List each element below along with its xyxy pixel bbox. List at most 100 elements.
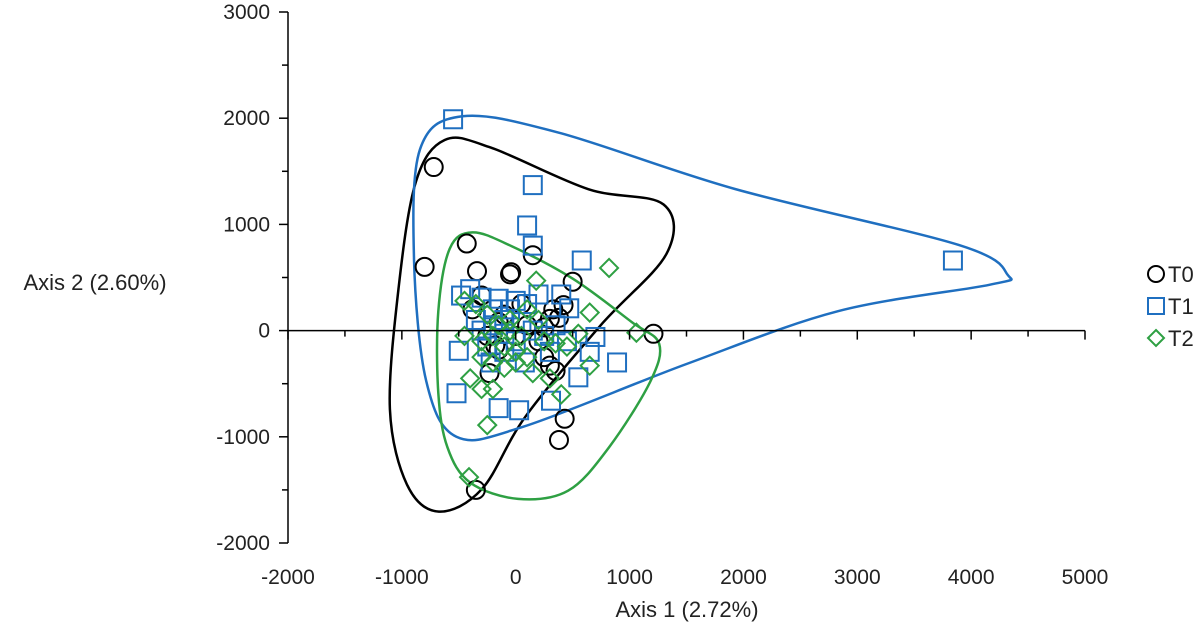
data-point-t0	[643, 323, 664, 344]
hull-t0	[388, 136, 676, 513]
data-point-t2	[482, 325, 504, 347]
legend-item-t0: T0	[1147, 262, 1194, 287]
data-point-t2	[625, 322, 647, 344]
data-point-t1	[446, 383, 467, 404]
data-point-t2	[458, 466, 480, 488]
data-point-t2	[471, 346, 492, 368]
y-axis-ticks: 3000 2000 1000 0 -1000 -2000	[216, 1, 288, 555]
y-tick-label: 0	[258, 320, 270, 343]
data-point-t2	[533, 330, 555, 352]
data-point-t2	[528, 309, 549, 331]
series-t2	[454, 257, 647, 488]
y-axis-title: Axis 2 (2.60%)	[23, 270, 166, 295]
cluster-hulls	[388, 114, 1013, 513]
x-tick-label: 0	[510, 566, 522, 589]
data-point-t2	[522, 362, 544, 384]
series-t1	[443, 109, 963, 421]
data-point-t1	[488, 398, 509, 419]
x-tick-label: 5000	[1062, 566, 1109, 589]
data-point-t1	[522, 235, 543, 256]
data-point-t2	[482, 378, 504, 400]
data-point-t0	[553, 295, 574, 316]
legend-label: T2	[1168, 326, 1194, 351]
y-tick-label: 3000	[223, 1, 270, 24]
data-point-t1	[571, 250, 592, 271]
x-tick-label: 4000	[948, 566, 995, 589]
data-point-t1	[509, 400, 530, 421]
data-point-t2	[499, 320, 521, 342]
data-point-t2	[539, 367, 561, 389]
x-tick-label: -2000	[261, 566, 315, 589]
data-point-t1	[585, 326, 606, 347]
data-point-t0	[548, 429, 569, 450]
x-tick-label: -1000	[375, 566, 429, 589]
legend-marker-t2	[1146, 328, 1166, 348]
data-point-t2	[482, 352, 504, 373]
data-point-t2	[499, 309, 521, 331]
data-point-t2	[516, 298, 538, 320]
x-tick-label: 2000	[720, 566, 767, 589]
data-point-t1	[451, 285, 472, 306]
data-point-t1	[568, 367, 589, 388]
data-point-t1	[528, 284, 549, 305]
data-point-t2	[493, 336, 515, 357]
data-point-t2	[459, 367, 481, 389]
data-point-t2	[476, 304, 498, 326]
data-point-t2	[525, 270, 547, 292]
hull-t1	[412, 114, 1013, 442]
hull-t2	[435, 231, 662, 501]
y-tick-label: 2000	[223, 107, 270, 130]
data-point-t0	[545, 360, 566, 381]
data-point-t2	[545, 332, 566, 354]
data-point-t1	[448, 340, 469, 361]
data-point-t2	[471, 378, 492, 400]
data-point-t1	[522, 175, 543, 196]
data-point-t2	[556, 336, 578, 357]
axes: -2000 -1000 0 1000 2000 3000 4000 5000 3000 2000…	[216, 1, 1108, 589]
data-point-t0	[500, 264, 521, 285]
data-point-t1	[579, 341, 600, 362]
data-point-t0	[423, 157, 444, 178]
data-point-t2	[505, 341, 527, 363]
data-point-t2	[471, 330, 492, 352]
data-point-t2	[465, 293, 487, 315]
data-point-t0	[539, 355, 560, 376]
data-point-t2	[598, 257, 620, 279]
data-point-t2	[454, 290, 475, 312]
x-axis-ticks: -2000 -1000 0 1000 2000 3000 4000 5000	[261, 330, 1109, 589]
data-point-t2	[505, 352, 527, 373]
y-tick-label: 1000	[223, 213, 270, 236]
data-point-t1	[942, 250, 963, 271]
data-point-t1	[517, 215, 538, 236]
legend-marker-t1	[1147, 297, 1165, 315]
legend-label: T0	[1168, 262, 1194, 287]
legend-marker-t0	[1147, 265, 1165, 283]
data-points	[414, 109, 963, 500]
data-point-t0	[465, 479, 486, 500]
legend: T0 T1 T2	[1146, 262, 1194, 351]
x-tick-label: 1000	[606, 566, 653, 589]
data-point-t0	[456, 233, 477, 254]
data-point-t1	[494, 341, 515, 362]
data-point-t2	[476, 414, 498, 436]
y-tick-label: -2000	[216, 532, 270, 555]
data-point-t2	[550, 383, 572, 405]
data-point-t1	[551, 284, 572, 305]
data-point-t1	[539, 341, 560, 362]
data-point-t0	[554, 408, 575, 429]
data-point-t1	[559, 298, 580, 319]
x-tick-label: 3000	[834, 566, 881, 589]
data-point-t0	[543, 299, 564, 320]
legend-label: T1	[1168, 294, 1194, 319]
legend-item-t2: T2	[1146, 326, 1194, 351]
data-point-t2	[579, 355, 601, 377]
y-tick-label: -1000	[216, 426, 270, 449]
data-point-t0	[562, 271, 583, 292]
data-point-t2	[579, 302, 601, 323]
data-point-t2	[516, 346, 538, 368]
data-point-t1	[607, 352, 628, 373]
legend-item-t1: T1	[1147, 294, 1194, 319]
data-point-t0	[467, 261, 488, 282]
data-point-t1	[443, 109, 464, 130]
